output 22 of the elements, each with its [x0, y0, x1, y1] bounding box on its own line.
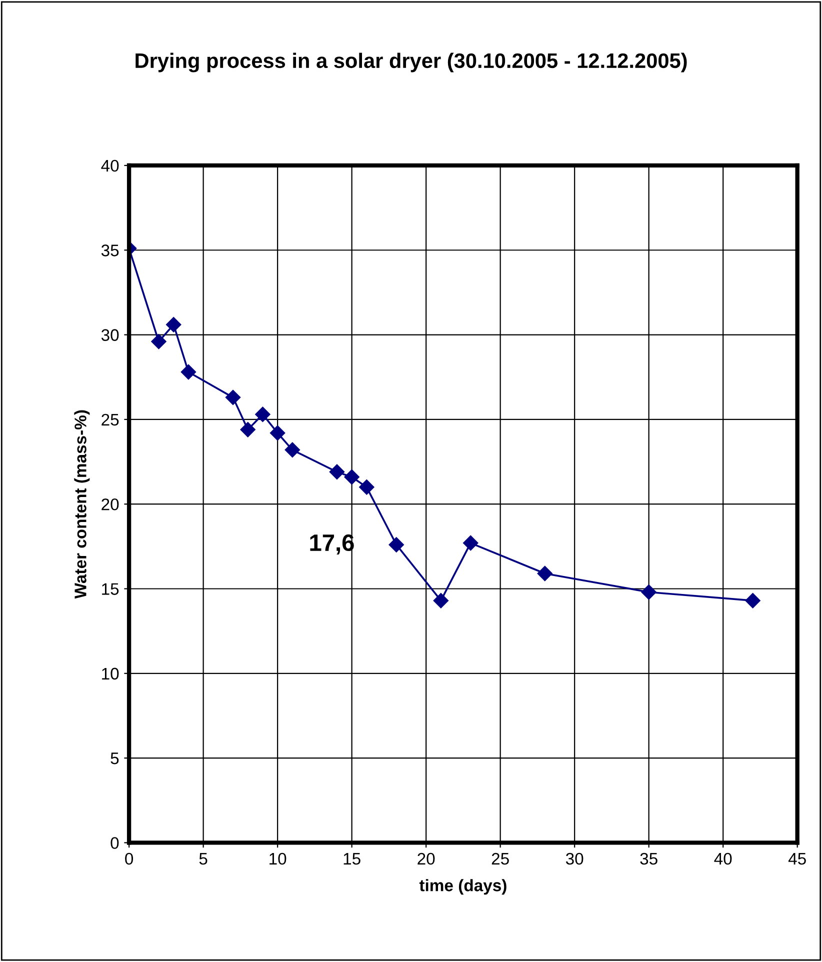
x-tick-label: 25 — [492, 852, 509, 865]
y-tick-label: 40 — [101, 160, 119, 172]
y-tick-label: 15 — [102, 583, 119, 595]
x-tick-label: 5 — [199, 853, 208, 865]
y-tick-label: 25 — [102, 414, 119, 426]
x-tick-label: 15 — [344, 853, 360, 865]
x-axis-title: time (days) — [419, 879, 506, 895]
y-tick-label: 35 — [101, 244, 119, 256]
x-tick-label: 0 — [125, 852, 134, 865]
y-tick-label: 30 — [101, 329, 119, 341]
x-tick-label: 20 — [418, 852, 435, 865]
x-tick-label: 40 — [714, 852, 732, 865]
y-tick-label: 0 — [110, 837, 119, 849]
y-tick-label: 10 — [102, 668, 119, 680]
x-tick-label: 30 — [566, 852, 584, 865]
x-tick-label: 10 — [270, 852, 286, 865]
y-axis-title: Water content (mass-%) — [74, 410, 90, 599]
y-tick-label: 20 — [102, 498, 119, 510]
y-tick-label: 5 — [110, 752, 119, 764]
x-tick-label: 45 — [788, 853, 806, 865]
chart-title: Drying process in a solar dryer (30.10.2005 - 12.12.2005) — [136, 52, 687, 72]
x-tick-label: 35 — [640, 852, 658, 865]
